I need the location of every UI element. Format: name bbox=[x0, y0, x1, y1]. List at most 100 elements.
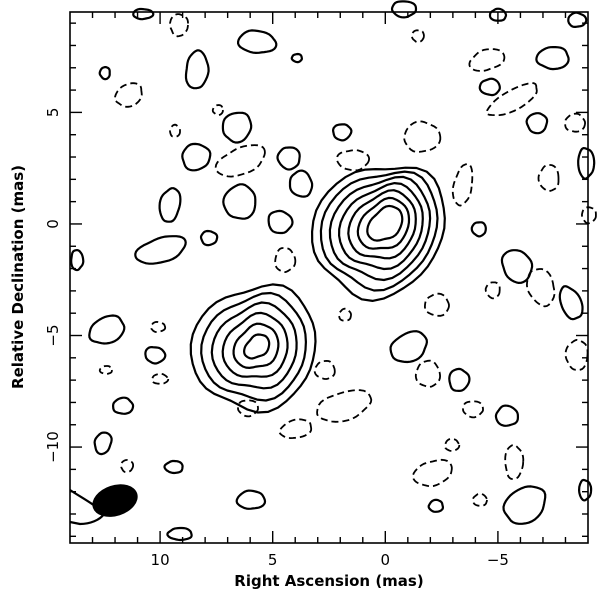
contour-positive bbox=[332, 123, 353, 142]
contour-negative bbox=[237, 399, 259, 418]
contour-positive bbox=[535, 46, 570, 71]
contour-negative bbox=[468, 48, 506, 72]
contour-positive bbox=[112, 396, 135, 415]
contour-negative bbox=[526, 268, 556, 308]
axis-ticks bbox=[70, 12, 588, 543]
contour-positive bbox=[427, 498, 444, 513]
contour-positive bbox=[199, 229, 219, 247]
contour-positive bbox=[448, 367, 471, 392]
y-tick-label: 5 bbox=[44, 108, 62, 118]
contour-level bbox=[232, 322, 280, 369]
contour-positive bbox=[276, 146, 301, 171]
contour-positive bbox=[163, 459, 184, 475]
contour-positive bbox=[158, 187, 182, 223]
contour-negative bbox=[403, 120, 442, 153]
contour-layer bbox=[69, 0, 597, 542]
contour-negative bbox=[316, 389, 373, 423]
contour-negative bbox=[211, 104, 224, 116]
contour-positive bbox=[390, 0, 418, 19]
contour-positive bbox=[478, 77, 501, 97]
contour-level bbox=[347, 189, 417, 260]
contour-level bbox=[189, 283, 317, 414]
contour-level bbox=[243, 333, 271, 360]
contour-positive bbox=[494, 404, 519, 427]
contour-positive bbox=[389, 330, 428, 364]
contour-positive bbox=[470, 221, 487, 238]
contour-negative bbox=[274, 247, 297, 273]
contour-positive bbox=[70, 249, 85, 272]
contour-negative bbox=[278, 418, 313, 439]
beam-shape bbox=[92, 484, 138, 517]
x-axis-title: Right Ascension (mas) bbox=[234, 572, 423, 590]
contour-negative bbox=[462, 400, 484, 419]
contour-negative bbox=[564, 339, 589, 371]
contour-level bbox=[311, 166, 446, 302]
contour-positive bbox=[488, 7, 508, 22]
y-tick-label: −5 bbox=[44, 324, 62, 346]
x-tick-label: −5 bbox=[487, 551, 509, 569]
contour-negative bbox=[214, 144, 266, 178]
y-tick-label: 0 bbox=[44, 219, 62, 229]
contour-negative bbox=[451, 163, 474, 207]
contour-positive bbox=[567, 11, 588, 28]
contour-negative bbox=[411, 29, 425, 44]
contour-positive bbox=[288, 169, 314, 198]
plot-frame bbox=[69, 11, 589, 544]
contour-negative bbox=[564, 112, 586, 133]
contour-level bbox=[210, 301, 298, 390]
contour-negative bbox=[169, 123, 181, 138]
contour-negative bbox=[313, 360, 336, 380]
contour-positive bbox=[290, 52, 303, 64]
contour-positive bbox=[93, 431, 113, 456]
contour-positive bbox=[181, 142, 212, 172]
contour-negative bbox=[485, 82, 538, 116]
contour-positive bbox=[502, 485, 547, 525]
contour-positive bbox=[577, 147, 596, 180]
contour-positive bbox=[98, 66, 111, 81]
plot-background bbox=[70, 12, 588, 543]
contour-positive bbox=[184, 49, 210, 90]
contour-level bbox=[366, 204, 404, 242]
contour-negative bbox=[114, 82, 143, 108]
contour-level bbox=[200, 291, 307, 402]
contour-level bbox=[338, 182, 424, 271]
contour-negative bbox=[444, 438, 461, 452]
y-tick-labels: 5 0 −5 −10 bbox=[44, 108, 62, 463]
contour-negative bbox=[472, 492, 488, 507]
contour-positive bbox=[88, 314, 126, 345]
x-tick-labels: 10 5 0 −5 bbox=[151, 551, 509, 569]
contour-negative bbox=[150, 321, 167, 333]
contour-level bbox=[221, 311, 289, 378]
contour-positive bbox=[134, 235, 187, 265]
contour-level bbox=[319, 170, 439, 292]
contour-negative bbox=[484, 281, 501, 300]
x-tick-label: 5 bbox=[268, 551, 278, 569]
contour-negative bbox=[424, 292, 450, 317]
contour-negative bbox=[537, 164, 560, 192]
contour-positive bbox=[525, 112, 549, 135]
y-axis-title: Relative Declination (mas) bbox=[9, 165, 27, 389]
contour-negative bbox=[338, 307, 352, 322]
beam-ellipse bbox=[92, 484, 138, 517]
contour-negative bbox=[504, 444, 525, 480]
contour-positive bbox=[267, 209, 294, 235]
contour-negative bbox=[414, 359, 441, 388]
contour-positive bbox=[132, 7, 155, 21]
contour-negative bbox=[151, 372, 170, 385]
contour-positive bbox=[237, 29, 278, 54]
contour-positive bbox=[221, 111, 253, 144]
contour-positive bbox=[558, 285, 584, 321]
contour-negative bbox=[581, 206, 597, 225]
x-tick-label: 0 bbox=[381, 551, 391, 569]
contour-negative bbox=[120, 459, 134, 473]
contour-level bbox=[356, 196, 411, 250]
contour-positive bbox=[166, 526, 193, 542]
contour-negative bbox=[98, 365, 113, 375]
contour-negative bbox=[336, 149, 370, 172]
contour-level bbox=[328, 175, 432, 282]
contour-positive bbox=[235, 489, 267, 510]
contour-positive bbox=[222, 183, 257, 220]
y-tick-label: −10 bbox=[44, 431, 62, 463]
x-tick-label: 10 bbox=[151, 551, 170, 569]
